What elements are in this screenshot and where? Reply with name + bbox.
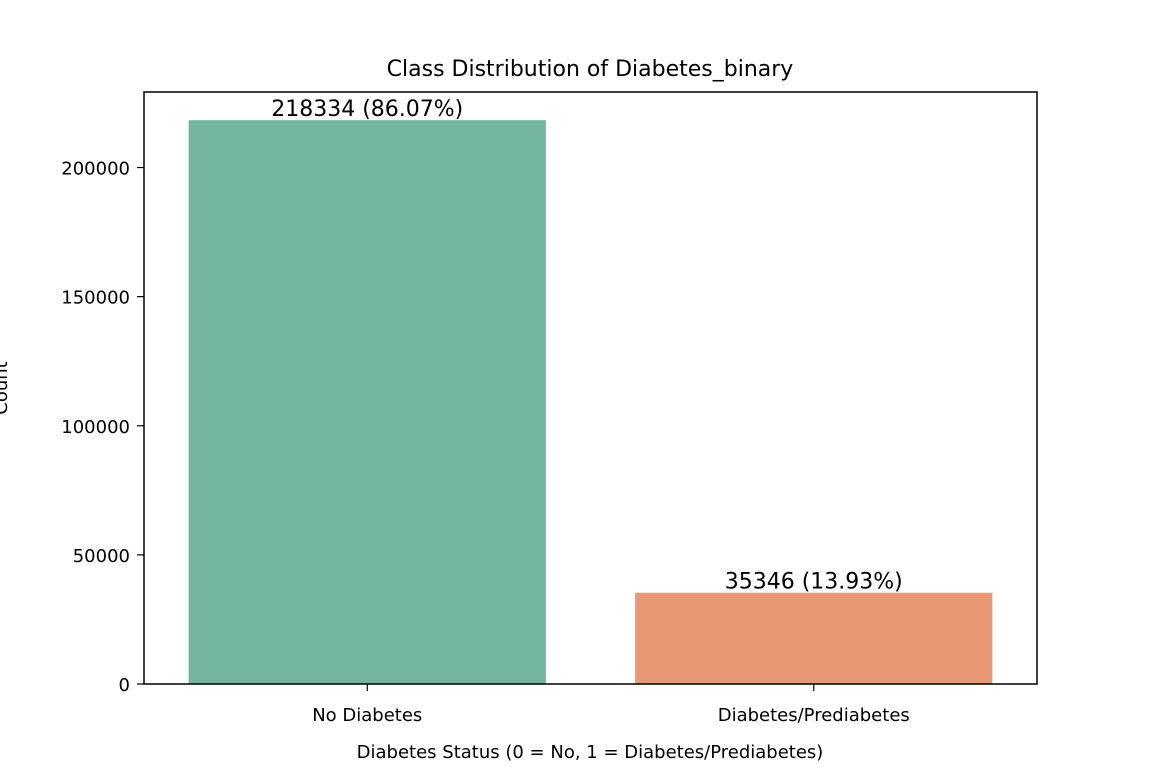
plot-frame [143,91,1038,685]
x-axis-label: Diabetes Status (0 = No, 1 = Diabetes/Pr… [357,742,824,763]
y-axis-label: Count [0,361,12,414]
x-tick-label-1: Diabetes/Prediabetes [718,705,910,726]
data-label-0: 218334 (86.07%) [271,97,463,122]
x-axis: No Diabetes Diabetes/Prediabetes [312,684,910,726]
y-tick-label-3: 150000 [61,288,130,309]
y-tick-label-2: 100000 [61,417,130,438]
chart-title: Class Distribution of Diabetes_binary [387,57,794,82]
data-label-1: 35346 (13.93%) [725,570,903,595]
bars-layer [188,120,993,684]
bar-0 [188,120,546,684]
y-axis: 0 50000 100000 150000 200000 [61,159,144,696]
bar-1 [635,592,993,684]
y-tick-label-4: 200000 [61,159,130,180]
data-labels-layer: 218334 (86.07%) 35346 (13.93%) [271,97,903,595]
x-tick-label-0: No Diabetes [312,705,422,726]
y-tick-label-1: 50000 [73,546,130,567]
y-tick-label-0: 0 [119,675,130,696]
